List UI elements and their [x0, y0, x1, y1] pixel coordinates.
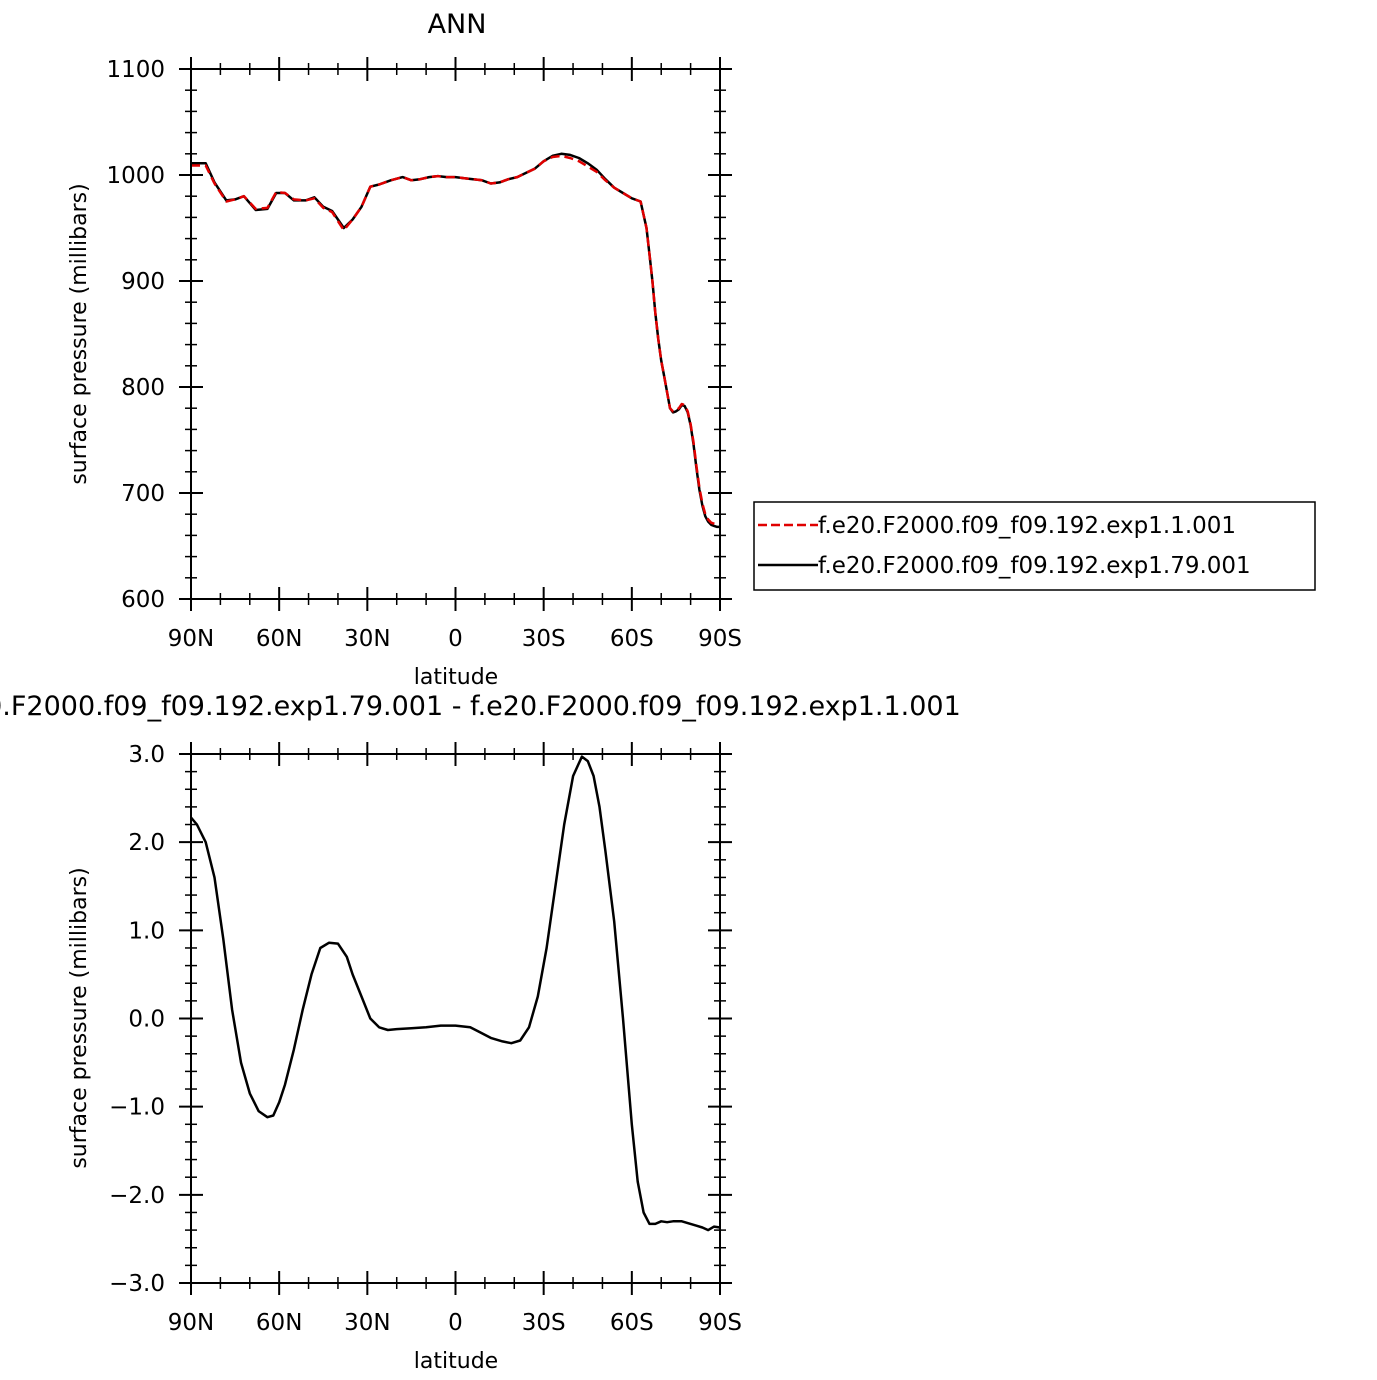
y-tick-label: 2.0 — [128, 830, 165, 856]
x-tick-label: 90N — [168, 1310, 214, 1336]
x-tick-label: 90S — [698, 1310, 742, 1336]
bottom-panel: f.e20.F2000.f09_f09.192.exp1.79.001 - f.… — [0, 691, 961, 1374]
bottom-chart-title: f.e20.F2000.f09_f09.192.exp1.79.001 - f.… — [0, 691, 961, 722]
y-tick-label: −2.0 — [109, 1183, 165, 1209]
y-tick-label: 1.0 — [128, 918, 165, 944]
y-tick-label: 0.0 — [128, 1007, 165, 1033]
x-tick-label: 90S — [698, 626, 742, 652]
bottom-series-lines — [190, 755, 721, 1232]
legend-label-exp1-79-001: f.e20.F2000.f09_f09.192.exp1.79.001 — [818, 553, 1251, 579]
bottom-y-axis-label: surface pressure (millibars) — [67, 867, 92, 1168]
legend: f.e20.F2000.f09_f09.192.exp1.1.001 f.e20… — [753, 501, 1316, 591]
top-x-axis-label: latitude — [414, 665, 498, 690]
top-y-axis-label: surface pressure (millibars) — [67, 183, 92, 484]
legend-box — [753, 501, 1316, 591]
series-line-0 — [190, 755, 721, 1232]
x-tick-label: 60N — [256, 626, 302, 652]
x-tick-label: 30N — [344, 626, 390, 652]
series-line-0 — [191, 154, 720, 527]
top-panel: ANN latitude surface pressure (millibars… — [67, 9, 742, 690]
x-tick-label: 60N — [256, 1310, 302, 1336]
y-tick-label: 600 — [121, 587, 165, 613]
y-tick-label: 3.0 — [128, 742, 165, 768]
y-tick-label: 1000 — [106, 163, 165, 189]
x-tick-label: 60S — [610, 626, 654, 652]
bottom-ticks: 90N 60N 30N 0 30S 60S 90S −3.0 −2.0 −1.0 0.0 1.0 2.0… — [109, 742, 742, 1336]
x-tick-label: 0 — [448, 1310, 463, 1336]
top-chart-title: ANN — [428, 9, 487, 40]
y-tick-label: −1.0 — [109, 1095, 165, 1121]
y-tick-label: 700 — [121, 481, 165, 507]
x-tick-label: 30S — [522, 626, 566, 652]
x-tick-label: 90N — [168, 626, 214, 652]
x-tick-label: 60S — [610, 1310, 654, 1336]
x-tick-label: 0 — [448, 626, 463, 652]
top-ticks: 90N 60N 30N 0 30S 60S 90S 600 700 800 900 1000 1100 — [106, 57, 742, 652]
top-plot-frame — [190, 68, 721, 600]
legend-label-exp1-1-001: f.e20.F2000.f09_f09.192.exp1.1.001 — [818, 513, 1236, 539]
top-series-lines — [191, 152, 720, 529]
x-tick-label: 30S — [522, 1310, 566, 1336]
y-tick-label: 1100 — [106, 57, 165, 83]
x-tick-label: 30N — [344, 1310, 390, 1336]
y-tick-label: 900 — [121, 269, 165, 295]
y-tick-label: −3.0 — [109, 1271, 165, 1297]
bottom-plot-frame — [190, 753, 721, 1284]
bottom-x-axis-label: latitude — [414, 1349, 498, 1374]
series-line-1 — [191, 152, 720, 529]
y-tick-label: 800 — [121, 375, 165, 401]
